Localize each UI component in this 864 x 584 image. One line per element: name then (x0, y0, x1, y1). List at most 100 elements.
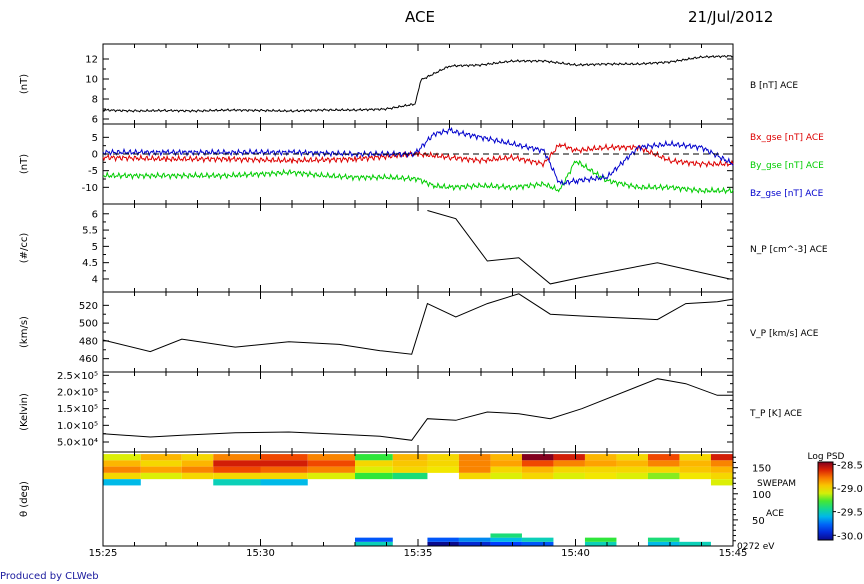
series-line (102, 378, 733, 441)
colorbar (817, 461, 834, 541)
panel-frame (102, 291, 734, 373)
heatmap-cell (490, 454, 522, 461)
heatmap-cell (679, 460, 711, 467)
heatmap-cell (103, 460, 141, 467)
heatmap-cell (647, 537, 680, 542)
y-tick-label: 520 (79, 301, 98, 312)
panel-frame (102, 371, 734, 453)
instrument-label: SWEPAM (757, 479, 796, 489)
heatmap-cell (521, 454, 554, 461)
heatmap-cell (355, 454, 393, 461)
heatmap-cell (647, 472, 680, 480)
panel-frame (102, 43, 734, 125)
colorbar-tick-label: -29.5 (837, 508, 863, 519)
heatmap-cell (140, 454, 182, 461)
heatmap-cell (490, 533, 522, 538)
heatmap-cell (647, 541, 680, 546)
heatmap-cell (458, 454, 491, 461)
heatmap-cell (213, 479, 261, 486)
series-line (102, 142, 734, 169)
y-axis-label: (nT) (19, 74, 30, 94)
heatmap-cell (427, 460, 459, 467)
heatmap-cell (307, 460, 355, 467)
energy-label: 0272 eV (737, 542, 775, 552)
heatmap-cell (260, 472, 308, 480)
heatmap-cell (392, 454, 428, 461)
heatmap-cell (355, 537, 393, 542)
heatmap-cell (553, 460, 585, 467)
heatmap-cell (355, 541, 393, 546)
heatmap-cell (213, 454, 261, 461)
series-label: T_P [K] ACE (749, 409, 802, 419)
series-line (102, 126, 734, 186)
y-tick-label: 500 (79, 319, 98, 330)
heatmap-cell (616, 466, 648, 473)
heatmap-cell (458, 460, 491, 467)
x-tick-label: 15:40 (561, 548, 590, 559)
heatmap-cell (584, 460, 617, 467)
series-line (102, 293, 734, 355)
heatmap-cell (103, 466, 141, 473)
heatmap-cell (710, 472, 733, 480)
y-tick-label: 6 (92, 209, 98, 220)
heatmap-cell (647, 460, 680, 467)
colorbar-tick-label: -30.0 (837, 531, 863, 542)
panel-frame (102, 123, 734, 205)
heatmap-cell (647, 454, 680, 461)
heatmap-cell (490, 541, 522, 546)
x-tick-label: 15:30 (246, 548, 275, 559)
heatmap-cell (213, 460, 261, 467)
y-axis-label: θ (deg) (19, 481, 30, 517)
series-label: V_P [km/s] ACE (750, 329, 819, 339)
colorbar-title: Log PSD (807, 452, 844, 462)
heatmap-cell (647, 466, 680, 473)
footer-credit: Produced by CLWeb (0, 571, 99, 582)
heatmap-cell (260, 454, 308, 461)
heatmap-cell (616, 472, 648, 480)
heatmap-cell (392, 460, 428, 467)
heatmap-cell (181, 460, 214, 467)
y-tick-label: 480 (79, 336, 98, 347)
heatmap-cell (103, 472, 141, 480)
heatmap-cell (710, 454, 733, 461)
y-tick-label: 10 (85, 75, 98, 86)
series-label: Bx_gse [nT] ACE (750, 133, 824, 143)
heatmap-cell (553, 466, 585, 473)
series-label: By_gse [nT] ACE (750, 161, 824, 171)
series-line (103, 159, 734, 195)
y-tick-label: 1.5×10⁵ (57, 404, 98, 415)
heatmap-cell (458, 537, 491, 542)
y-tick-label: 100 (752, 490, 771, 501)
heatmap-cell (490, 537, 522, 542)
heatmap-cell (307, 466, 355, 473)
y-tick-label: 50 (752, 516, 765, 527)
series-line (102, 54, 734, 113)
x-tick-label: 15:45 (719, 548, 748, 559)
heatmap-cell (553, 472, 585, 480)
heatmap-cell (490, 460, 522, 467)
y-tick-label: 1.0×10⁵ (57, 421, 98, 432)
x-tick-label: 15:35 (404, 548, 433, 559)
heatmap-cell (355, 460, 393, 467)
heatmap-cell (355, 466, 393, 473)
heatmap-cell (427, 541, 459, 546)
y-tick-label: 0 (92, 150, 98, 161)
y-tick-label: 4 (92, 274, 98, 285)
y-tick-label: 8 (92, 95, 98, 106)
heatmap-cell (260, 479, 308, 486)
heatmap-cell (553, 454, 585, 461)
heatmap-cell (679, 541, 711, 546)
y-tick-label: -5 (88, 166, 98, 177)
source-label: ACE (766, 509, 784, 519)
y-tick-label: 12 (85, 55, 98, 66)
heatmap-cell (458, 466, 491, 473)
plot-date: 21/Jul/2012 (688, 8, 774, 26)
heatmap-cell (679, 472, 711, 480)
heatmap-cell (181, 466, 214, 473)
heatmap-cell (427, 454, 459, 461)
y-tick-label: -10 (82, 183, 98, 194)
x-tick-label: 15:25 (89, 548, 118, 559)
heatmap-cell (616, 460, 648, 467)
